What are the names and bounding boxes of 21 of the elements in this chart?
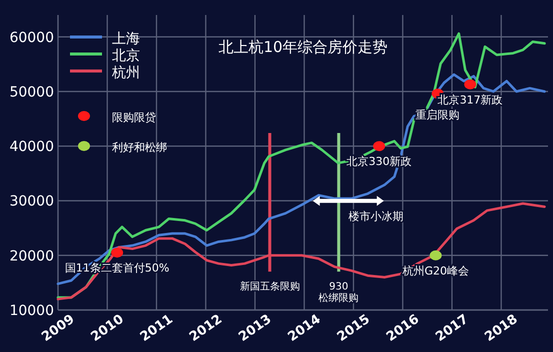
annotation: 北京317新政 xyxy=(438,93,503,106)
legend-label: 利好和松绑 xyxy=(112,141,167,154)
legend-label: 杭州 xyxy=(111,65,140,81)
annotation: 楼市小冰期 xyxy=(348,210,404,223)
legend-label: 北京 xyxy=(112,48,140,64)
annotation: 重启限购 xyxy=(416,108,460,122)
y-tick-label: 20000 xyxy=(9,248,54,264)
y-tick-label: 40000 xyxy=(9,139,54,156)
text: 北上杭10年综合房价走势 xyxy=(218,38,388,56)
ref-line-label: 新国五条限购 xyxy=(240,280,300,292)
point xyxy=(111,248,124,258)
y-tick-label: 30000 xyxy=(9,194,54,210)
point xyxy=(430,250,442,260)
y-tick-label: 60000 xyxy=(9,30,54,46)
point xyxy=(373,141,386,152)
ref-line-label: 930 松绑限购 xyxy=(318,281,359,304)
legend-label: 上海 xyxy=(112,31,140,47)
point xyxy=(464,79,476,90)
y-tick-label: 10000 xyxy=(9,303,54,319)
y-tick-label: 50000 xyxy=(9,84,54,100)
legend-label: 限购限贷 xyxy=(112,111,156,124)
